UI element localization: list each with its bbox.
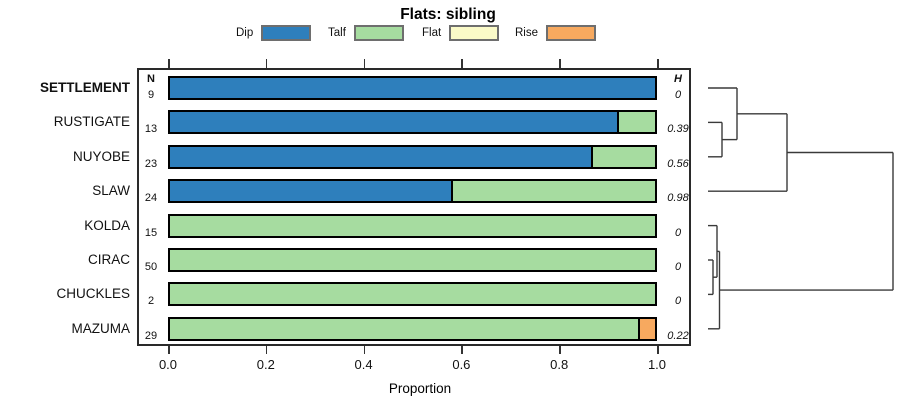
h-column-header: H <box>674 73 682 85</box>
category-label-slaw: SLAW <box>92 183 130 199</box>
x-tick-label: 0.2 <box>256 357 275 372</box>
h-value: 0 <box>674 261 682 273</box>
top-axis-tick <box>559 59 561 68</box>
bottom-axis-tick <box>657 346 659 354</box>
legend-label: Rise <box>515 27 539 39</box>
stacked-bar <box>168 76 657 100</box>
bar-segment-talf <box>168 316 640 341</box>
legend-item-flat: Flat <box>422 25 500 41</box>
stacked-bar <box>168 144 657 169</box>
bar-segment-talf <box>591 144 657 169</box>
stacked-bar <box>168 213 657 238</box>
category-label-kolda: KOLDA <box>84 217 130 233</box>
category-label-chuckles: CHUCKLES <box>56 286 130 302</box>
bottom-axis-tick <box>461 346 463 354</box>
h-value: 0.56 <box>667 157 689 170</box>
legend-label: Flat <box>422 27 442 39</box>
legend-item-rise: Rise <box>515 25 597 41</box>
stacked-bar <box>168 282 657 307</box>
n-column-header: N <box>147 73 155 85</box>
n-value: 15 <box>144 226 158 239</box>
x-tick-label: 0.0 <box>158 357 178 372</box>
top-axis-tick <box>168 59 170 68</box>
stacked-bar <box>168 179 657 204</box>
h-value: 0.39 <box>667 123 689 136</box>
h-value: 0 <box>674 226 682 239</box>
bottom-axis-tick <box>363 346 366 354</box>
legend-item-talf: Talf <box>328 25 404 41</box>
bar-segment-talf <box>617 110 657 135</box>
top-axis-tick <box>363 59 366 68</box>
x-tick-label: 0.6 <box>452 357 471 372</box>
bar-segment-dip <box>168 110 619 135</box>
n-value: 50 <box>144 261 158 273</box>
n-value: 23 <box>144 157 158 170</box>
bar-segment-dip <box>168 144 593 169</box>
legend-label: Dip <box>236 27 254 39</box>
h-value: 0.98 <box>667 192 689 205</box>
legend-swatch-dip <box>261 25 312 41</box>
n-value: 29 <box>144 329 158 342</box>
chart-title: Flats: sibling <box>400 6 496 23</box>
bar-segment-talf <box>168 213 657 238</box>
top-axis-tick <box>461 59 463 68</box>
category-label-cirac: CIRAC <box>87 252 130 267</box>
bar-segment-talf <box>168 282 657 307</box>
n-value: 13 <box>144 123 158 136</box>
category-label-settlement: SETTLEMENT <box>40 80 130 95</box>
x-tick-label: 0.4 <box>354 357 373 372</box>
stacked-bar <box>168 316 657 341</box>
legend-swatch-flat <box>449 25 500 41</box>
legend-label: Talf <box>328 27 346 39</box>
n-value: 24 <box>144 192 158 205</box>
plot-box <box>137 68 691 346</box>
top-axis-tick <box>657 59 659 68</box>
bar-segment-dip <box>168 76 657 100</box>
legend-item-dip: Dip <box>236 25 312 41</box>
x-axis-label: Proportion <box>388 381 452 396</box>
h-value: 0.22 <box>667 329 689 342</box>
legend-swatch-rise <box>546 25 597 41</box>
bottom-axis-tick <box>168 346 170 354</box>
x-tick-label: 0.8 <box>550 357 569 372</box>
bar-segment-talf <box>451 179 657 204</box>
bar-segment-talf <box>168 248 657 272</box>
h-value: 0 <box>674 89 682 101</box>
bar-segment-dip <box>168 179 453 204</box>
stacked-bar <box>168 110 657 135</box>
h-value: 0 <box>674 295 682 308</box>
category-label-rustigate: RUSTIGATE <box>53 114 130 130</box>
top-axis-tick <box>265 59 268 68</box>
legend-swatch-talf <box>353 25 404 41</box>
category-label-nuyobe: NUYOBE <box>72 148 130 164</box>
n-value: 9 <box>147 89 155 101</box>
n-value: 2 <box>147 295 155 308</box>
bottom-axis-tick <box>559 346 561 354</box>
stacked-bar <box>168 248 657 272</box>
x-tick-label: 1.0 <box>647 357 667 372</box>
bottom-axis-tick <box>265 346 268 354</box>
category-label-mazuma: MAZUMA <box>71 320 131 336</box>
bar-segment-rise <box>638 316 657 341</box>
